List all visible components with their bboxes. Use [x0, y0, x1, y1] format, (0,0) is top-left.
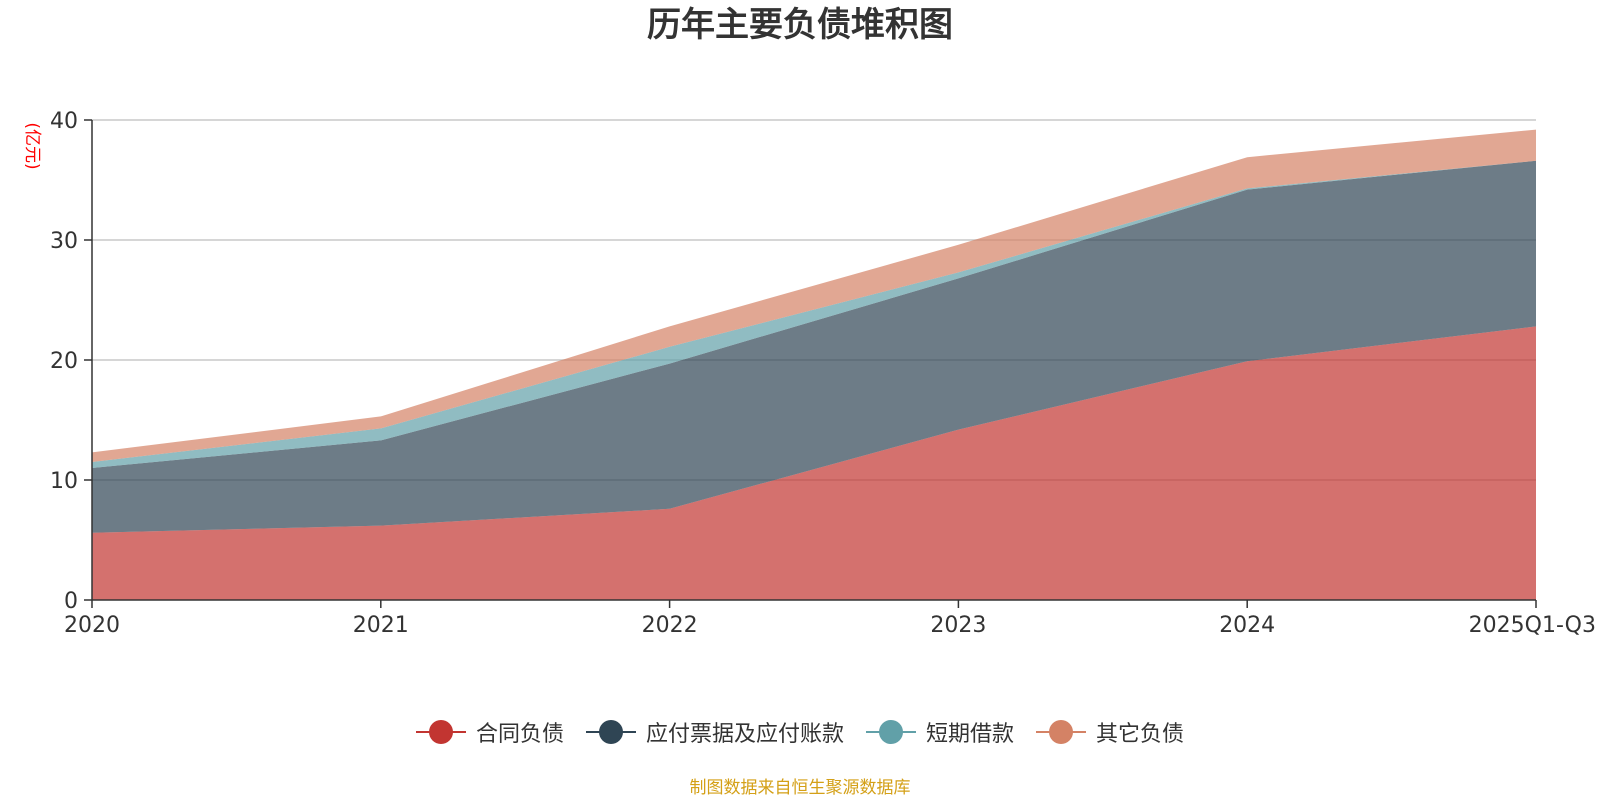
x-tick-label: 2020 — [64, 613, 120, 638]
y-tick-label: 0 — [64, 589, 78, 614]
legend-label: 短期借款 — [926, 722, 1015, 747]
y-tick-label: 10 — [50, 469, 78, 494]
legend-label: 应付票据及应付账款 — [645, 722, 844, 747]
legend-marker-icon — [1036, 720, 1087, 744]
legend-item-1[interactable]: 应付票据及应付账款 — [585, 716, 844, 748]
legend-marker-icon — [415, 720, 466, 744]
x-tick-label: 2023 — [930, 613, 986, 638]
axes: 0 10 20 30 40 2020 2021 2022 2023 2024 2025Q1-Q3 — [50, 109, 1596, 638]
area-series-3[interactable] — [92, 129, 1536, 462]
area-series-group — [92, 129, 1536, 600]
x-tick-label: 2025Q1-Q3 — [1469, 613, 1596, 638]
legend-marker-icon — [585, 720, 636, 744]
y-axis-unit-label: (亿元) — [22, 122, 42, 169]
legend: 合同负债 应付票据及应付账款 短期借款 其它负债 — [0, 712, 1600, 752]
legend-item-3[interactable]: 其它负债 — [1036, 716, 1184, 748]
legend-marker-icon — [866, 720, 916, 744]
x-tick-label: 2021 — [353, 613, 409, 638]
chart-title: 历年主要负债堆积图 — [647, 5, 953, 45]
legend-item-2[interactable]: 短期借款 — [866, 716, 1014, 748]
area-series-0[interactable] — [92, 326, 1536, 600]
legend-label: 其它负债 — [1096, 722, 1185, 747]
legend-label: 合同负债 — [475, 722, 564, 747]
legend-item-0[interactable]: 合同负债 — [415, 716, 564, 748]
y-tick-label: 40 — [50, 109, 78, 134]
area-series-1[interactable] — [92, 160, 1536, 533]
y-tick-label: 20 — [50, 349, 78, 374]
y-tick-label: 30 — [50, 229, 78, 254]
area-series-2[interactable] — [92, 160, 1536, 469]
x-tick-label: 2022 — [642, 613, 698, 638]
x-tick-label: 2024 — [1219, 613, 1275, 638]
source-note: 制图数据来自恒生聚源数据库 — [689, 778, 911, 798]
